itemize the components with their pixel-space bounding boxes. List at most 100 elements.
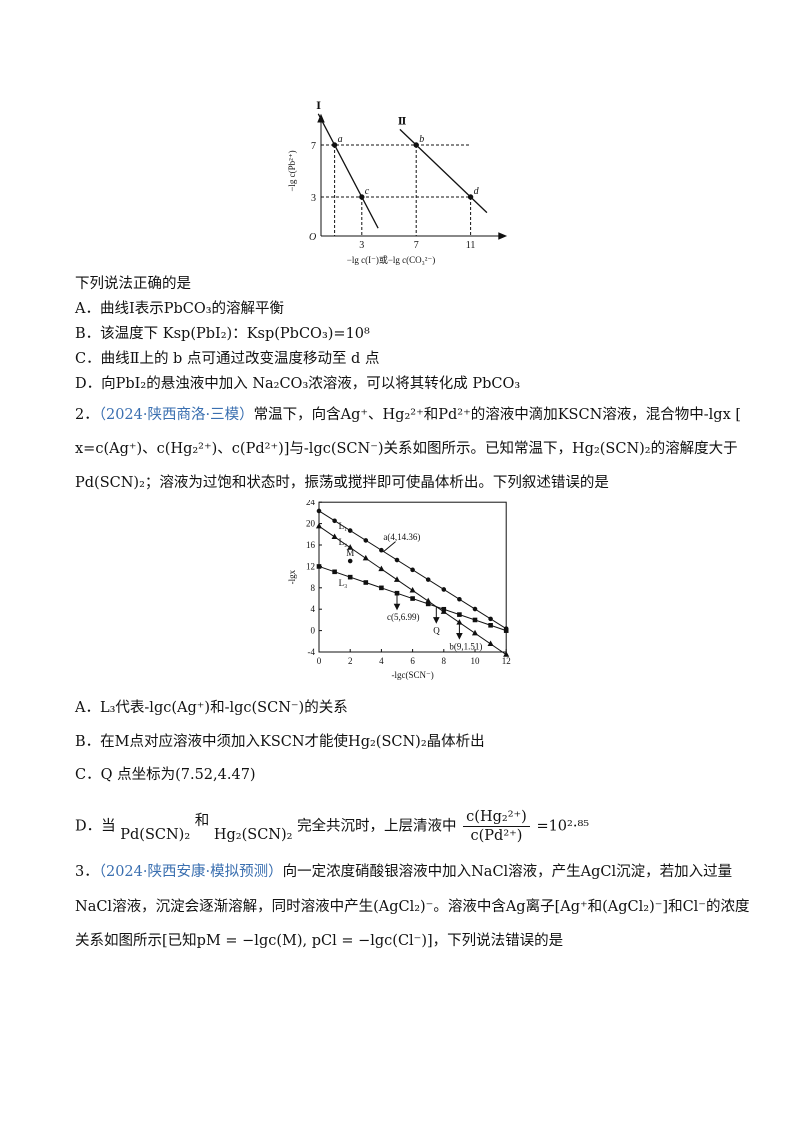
series-line-1 [317,113,379,229]
marker-1 [457,596,462,602]
series-label-1: L₁ [339,521,348,531]
marker-1 [488,616,493,622]
x-tick-label: 12 [502,656,511,666]
marker-2 [331,533,338,540]
q2-source: （2024·陕西商洛·三模） [98,407,254,423]
point-label-d: d [474,186,480,197]
annotation-arrowhead [433,617,440,624]
marker-3 [441,606,447,612]
marker-2 [409,586,416,593]
y-tick-label: 3 [311,193,316,204]
x-axis-label: −lg c(I⁻)或−lg c(CO₃²⁻) [347,254,435,265]
point-c [359,194,365,200]
marker-1 [425,577,431,582]
x-tick-label: 6 [410,656,415,666]
y-tick-label: 0 [311,626,316,636]
x-tick-label: 0 [317,656,322,666]
q2-option-d: D．当 Pd(SCN)₂ 和 Hg₂(SCN)₂ 完全共沉时，上层清液中 c(H… [75,808,589,845]
q2-d-fraction: c(Hg₂²⁺) c(Pd²⁺) [463,808,530,845]
q2-stem-line3: Pd(SCN)₂；溶液为过饱和状态时，振荡或搅拌即可使晶体析出。下列叙述错误的是 [75,475,609,491]
q2-number: 2． [75,407,99,423]
q1-option-c: C．曲线Ⅱ上的 b 点可通过改变温度移动至 d 点 [75,351,380,367]
q2-d-denominator: c(Pd²⁺) [470,828,523,844]
q2-d-pre: D．当 [75,818,116,835]
marker-2 [471,629,479,636]
q2-stem-line2: x=c(Ag⁺)、c(Hg₂²⁺)、c(Pd²⁺)]与-lgc(SCN⁻)关系如… [75,441,738,457]
x-axis-label: -lgc(SCN⁻) [391,670,433,680]
point-a [331,142,338,148]
q3-stem-line2: NaCl溶液，沉淀会逐渐溶解，同时溶液中产生(AgCl₂)⁻。溶液中含Ag离子[… [75,899,750,915]
marker-3 [410,596,415,601]
y-tick-label: 24 [306,500,316,507]
q2-text1: 常温下，向含Ag⁺、Hg₂²⁺和Pd²⁺的溶液中滴加KSCN溶液，混合物中-lg… [253,407,742,423]
origin-label: O [309,232,316,243]
marker-3 [503,628,509,633]
chart-pb-solubility: 3 7 11 3 7 O Ⅰ Ⅱa b c d −lg c(I⁻)或−lg c(CO₃²⁻) −lg c… [287,101,508,265]
q3-number: 3． [75,864,99,880]
q3-text1: 向一定浓度硝酸银溶液中加入NaCl溶液，产生AgCl沉淀，若加入过量 [282,864,733,880]
q2-d-post: 完全共沉时，上层清液中 [297,818,457,835]
marker-2 [393,576,401,582]
marker-1 [441,587,447,592]
marker-2 [315,522,323,529]
y-tick-label: 4 [311,604,316,614]
marker-3 [425,601,431,607]
point-b [413,142,419,148]
y-tick-label: 8 [311,583,316,593]
q3-stem-line3: 关系如图所示[已知pM = −lgc(M), pCl = −lgc(Cl⁻)]，… [75,933,564,949]
series-label-3: L₃ [339,578,348,588]
x-axis-arrow [498,232,508,240]
x-tick-label: 3 [359,240,364,251]
q2-d-pd: Pd(SCN)₂ [120,826,191,843]
x-tick-label: 8 [442,656,447,666]
y-tick-label: 12 [306,561,315,571]
point-label-a: a [338,134,343,145]
marker-2 [347,544,354,550]
x-tick-label: 11 [466,240,476,251]
q2-option-b: B．在M点对应溶液中须加入KSCN才能使Hg₂(SCN)₂晶体析出 [75,734,485,750]
marker-1 [379,547,384,553]
marker-1 [347,528,353,533]
marker-1 [332,518,337,524]
q2-d-value: =10²·⁸⁵ [536,818,590,835]
point-label-b: b [419,134,424,145]
x-tick-label: 10 [471,656,481,666]
x-tick-label: 7 [414,240,419,251]
marker-3 [472,617,478,623]
q2-stem-line1: 2．（2024·陕西商洛·三模）常温下，向含Ag⁺、Hg₂²⁺和Pd²⁺的溶液中… [75,404,741,426]
annotation-arrow [383,541,396,553]
x-tick-label: 4 [379,656,384,666]
y-axis-label: -lgx [287,569,297,584]
q2-d-numerator: c(Hg₂²⁺) [463,808,530,827]
x-tick-label: 2 [348,656,353,666]
series-label-2: L₂ [339,537,348,547]
series-label-1: Ⅰ [316,101,321,112]
y-tick-label: -4 [308,647,316,657]
point-label-M: M [346,548,354,558]
y-tick-label: 20 [306,519,316,529]
marker-2 [503,651,510,657]
marker-3 [316,564,322,569]
y-tick-label: 16 [306,540,316,550]
marker-3 [332,569,337,575]
marker-3 [363,580,369,585]
point-M [347,558,353,564]
q2-d-hg: Hg₂(SCN)₂ [213,826,293,843]
marker-3 [457,612,462,617]
marker-1 [472,606,478,612]
point-label-c: c [365,186,370,197]
marker-1 [316,508,322,514]
q3-stem-line1: 3．（2024·陕西安康·模拟预测）向一定浓度硝酸银溶液中加入NaCl溶液，产生… [75,861,732,883]
annotation-label: b(9,1.51) [449,642,482,652]
q2-option-a: A．L₃代表-lgc(Ag⁺)和-lgc(SCN⁻)的关系 [75,700,348,716]
annotation-label: a(4,14.36) [383,532,420,542]
marker-2 [362,554,369,561]
q2-d-and: 和 [194,812,210,829]
marker-1 [363,538,369,543]
series-line-2 [399,128,488,214]
q1-intro: 下列说法正确的是 [75,276,191,292]
annotation-arrowhead [456,633,463,640]
annotation-arrowhead [393,603,401,611]
chart-scn-lgx: 0 2 4 6 8 10 12-404812162024L₁L₂L₃a(4,14.36)c(… [287,500,511,680]
q1-option-a: A．曲线Ⅰ表示PbCO₃的溶解平衡 [75,301,285,317]
